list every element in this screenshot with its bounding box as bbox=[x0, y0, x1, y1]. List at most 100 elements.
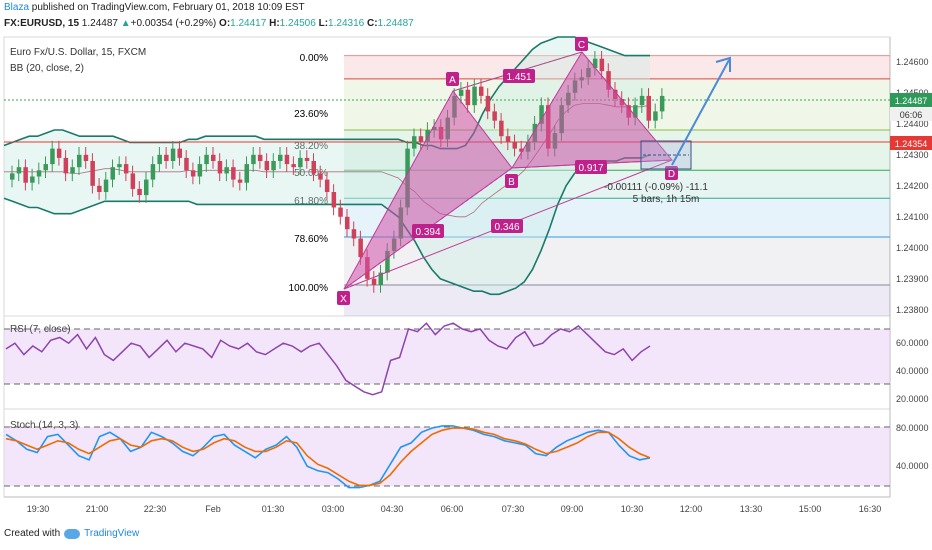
time-tick-label: 21:00 bbox=[86, 504, 109, 514]
price-tick-label: 1.24000 bbox=[896, 243, 929, 253]
candle-body bbox=[418, 136, 424, 143]
ratio-label-xa-ab: 0.394 bbox=[412, 224, 444, 238]
candle-body bbox=[244, 164, 249, 183]
rsi-band-fill bbox=[4, 329, 890, 384]
candle-body bbox=[539, 105, 544, 124]
projection-arrow-head-icon bbox=[715, 56, 731, 72]
chart-canvas[interactable]: 0.00% 23.60% 38.20% 50.00% 61.80% 78.60%… bbox=[0, 0, 932, 520]
candle-body bbox=[351, 229, 357, 239]
candle-body bbox=[512, 142, 517, 149]
candle-body bbox=[606, 71, 611, 90]
svg-text:0.917: 0.917 bbox=[578, 163, 603, 174]
candle-body bbox=[278, 154, 283, 161]
candle-body bbox=[519, 148, 524, 152]
symbol-info-line: FX:EURUSD, 15 1.24487 ▲+0.00354 (+0.29%)… bbox=[4, 18, 414, 29]
candle-body bbox=[271, 161, 276, 171]
time-tick-label: 12:00 bbox=[680, 504, 703, 514]
fib-level-61-8: 61.80% bbox=[294, 196, 328, 207]
time-tick-label: 16:30 bbox=[859, 504, 882, 514]
candle-body bbox=[184, 157, 189, 171]
footer: Created with TradingView bbox=[4, 528, 139, 539]
candle-body bbox=[345, 216, 350, 230]
candle-body bbox=[291, 164, 296, 168]
candle-body bbox=[338, 207, 343, 217]
rsi-tick-40: 40.0000 bbox=[896, 366, 929, 376]
stoch-tick-80: 80.0000 bbox=[896, 423, 929, 433]
candle-body bbox=[264, 161, 270, 171]
candle-body bbox=[378, 272, 383, 285]
fib-level-100: 100.00% bbox=[289, 283, 329, 294]
candle-body bbox=[659, 95, 665, 112]
tradingview-brand[interactable]: TradingView bbox=[84, 528, 140, 539]
price-tick-label: 1.24400 bbox=[896, 119, 929, 129]
projection-arrow[interactable] bbox=[671, 59, 730, 166]
time-tick-label: 13:30 bbox=[740, 504, 763, 514]
published-text: published on TradingView.com, February 0… bbox=[29, 2, 305, 13]
candle-body bbox=[639, 95, 645, 106]
candle-body bbox=[77, 154, 82, 168]
candle-body bbox=[190, 170, 196, 177]
instrument-title: Euro Fx/U.S. Dollar, 15, FXCM bbox=[10, 47, 146, 58]
candle-body bbox=[479, 86, 484, 96]
candle-body bbox=[231, 167, 236, 180]
candle-body bbox=[311, 161, 316, 174]
candle-body bbox=[23, 167, 28, 183]
fib-level-38-2: 38.20% bbox=[294, 141, 328, 152]
price-tick-label: 1.24200 bbox=[896, 181, 929, 191]
close-label: C: bbox=[366, 18, 378, 29]
candle-body bbox=[97, 185, 102, 192]
open-label: O: bbox=[219, 18, 231, 29]
rsi-tick-60: 60.0000 bbox=[896, 338, 929, 348]
candle-body bbox=[204, 154, 209, 165]
pattern-point-c: C bbox=[575, 37, 588, 51]
candle-body bbox=[318, 173, 323, 180]
ratio-label-bc-cd: 0.917 bbox=[575, 160, 607, 174]
candle-body bbox=[472, 86, 477, 106]
time-tick-label: 15:00 bbox=[799, 504, 822, 514]
pattern-point-a: A bbox=[446, 72, 459, 86]
candle-body bbox=[157, 154, 162, 165]
bb-indicator-title[interactable]: BB (20, close, 2) bbox=[10, 63, 84, 74]
fib-level-50: 50.00% bbox=[294, 168, 328, 179]
fib-band bbox=[344, 236, 890, 285]
candle-body bbox=[485, 95, 491, 112]
candle-body bbox=[284, 154, 290, 165]
svg-text:D: D bbox=[668, 169, 675, 180]
red-line-price: 1.24354 bbox=[895, 139, 928, 149]
stoch-band-fill bbox=[4, 427, 890, 486]
fib-band bbox=[344, 55, 890, 79]
candle-body bbox=[117, 164, 122, 168]
candle-body bbox=[237, 179, 243, 183]
price-axis[interactable]: 1.24600 1.24500 1.24400 1.24300 1.24200 1.241… bbox=[896, 57, 929, 315]
ratio-label-xb: 0.346 bbox=[491, 219, 523, 233]
candle-body bbox=[10, 173, 15, 180]
time-axis[interactable]: 19:30 21:00 22:30 Feb 01:30 03:00 04:30 06:00 07… bbox=[27, 504, 882, 514]
author-link[interactable]: Blaza bbox=[4, 2, 30, 13]
candle-body bbox=[150, 164, 156, 180]
rsi-title[interactable]: RSI (7, close) bbox=[10, 324, 71, 335]
low-label: L: bbox=[318, 18, 329, 29]
svg-text:A: A bbox=[449, 75, 456, 86]
candle-body bbox=[43, 164, 48, 171]
tradingview-logo-icon bbox=[64, 528, 81, 539]
stoch-tick-40: 40.0000 bbox=[896, 461, 929, 471]
candle-body bbox=[358, 238, 363, 258]
measure-bars-text: 5 bars, 1h 15m bbox=[633, 194, 700, 205]
current-price-badge bbox=[890, 93, 932, 107]
candle-body bbox=[36, 170, 42, 177]
close-value: 1.24487 bbox=[377, 18, 414, 29]
candle-body bbox=[385, 250, 390, 273]
candle-body bbox=[251, 154, 256, 165]
candle-body bbox=[371, 278, 377, 285]
price-tick-label: 1.24300 bbox=[896, 150, 929, 160]
fib-level-0: 0.00% bbox=[300, 53, 328, 64]
candle-body bbox=[123, 164, 129, 174]
stoch-title[interactable]: Stoch (14, 3, 3) bbox=[10, 420, 78, 431]
time-tick-label: Feb bbox=[205, 504, 221, 514]
time-tick-label: 01:30 bbox=[262, 504, 285, 514]
candle-body bbox=[646, 95, 651, 121]
candle-body bbox=[412, 136, 417, 149]
price-change: +0.00354 (+0.29%) bbox=[130, 18, 217, 29]
candle-body bbox=[211, 154, 216, 161]
